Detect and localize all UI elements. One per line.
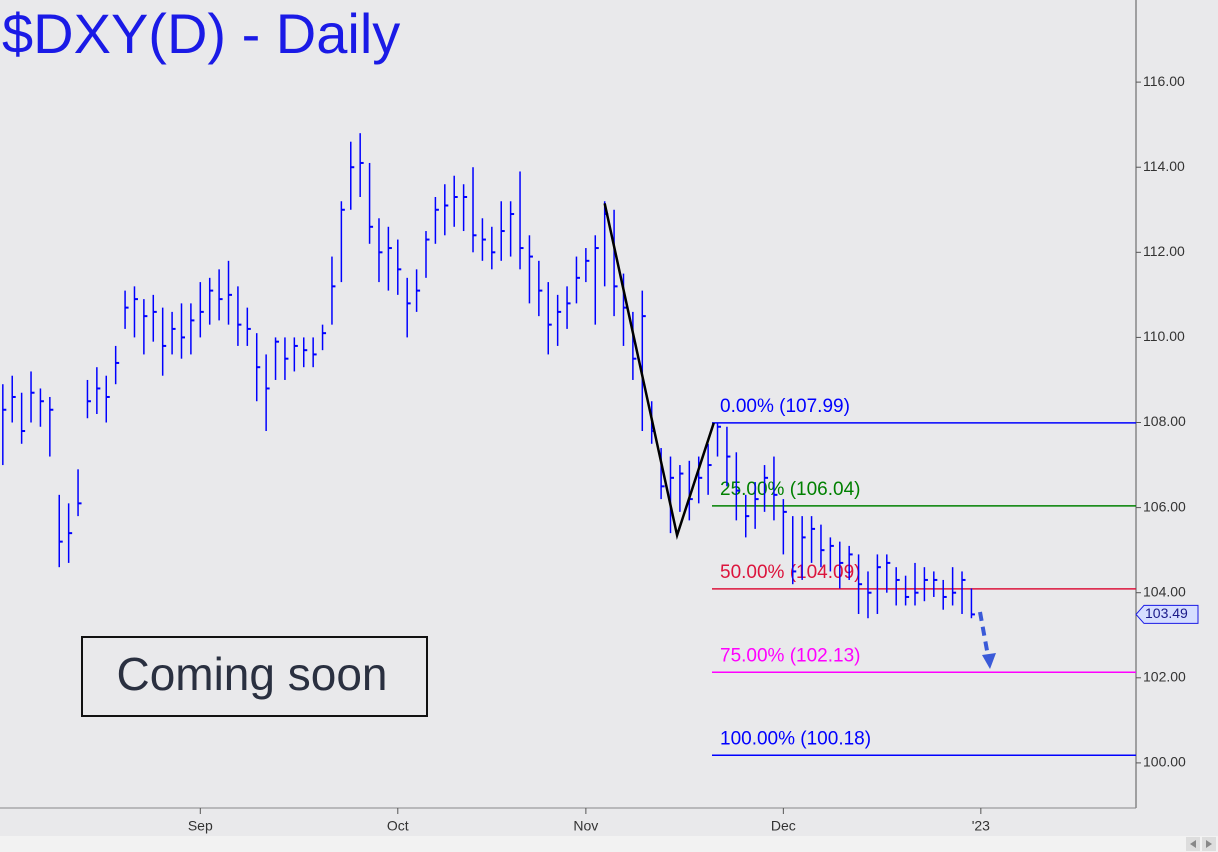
x-tick-label: '23 (972, 818, 990, 834)
y-tick-label: 112.00 (1143, 243, 1185, 259)
x-tick-label: Sep (188, 818, 213, 834)
y-tick-label: 114.00 (1143, 158, 1185, 174)
fib-label: 0.00% (107.99) (720, 396, 850, 417)
y-tick-label: 116.00 (1143, 73, 1185, 89)
fib-label: 50.00% (104.09) (720, 562, 861, 583)
y-tick-label: 102.00 (1143, 669, 1186, 685)
last-price-tag (1135, 604, 1199, 624)
y-tick-label: 106.00 (1143, 498, 1186, 514)
fib-label: 100.00% (100.18) (720, 728, 871, 749)
x-tick-label: Nov (573, 818, 598, 834)
scroll-right-icon (1206, 840, 1212, 848)
target-arrow (978, 611, 996, 669)
pivot-line (603, 203, 715, 541)
x-tick-label: Dec (771, 818, 796, 834)
chart-title: $DXY(D) - Daily (2, 2, 400, 65)
arrow-shaft (978, 611, 990, 657)
fib-label: 25.00% (106.04) (720, 479, 861, 500)
arrow-head (982, 653, 996, 669)
y-tick-label: 108.00 (1143, 413, 1186, 429)
last-price-label: 103.49 (1145, 605, 1188, 621)
scroll-left-icon (1190, 840, 1196, 848)
y-tick-label: 110.00 (1143, 328, 1185, 344)
scrollbar-track[interactable] (0, 836, 1218, 852)
x-tick-label: Oct (387, 818, 409, 834)
y-tick-label: 104.00 (1143, 583, 1186, 599)
fib-label: 75.00% (102.13) (720, 645, 861, 666)
scrollbar[interactable] (0, 836, 1218, 852)
annotation-text: Coming soon (116, 648, 387, 700)
annotation-box (81, 636, 428, 717)
y-tick-label: 100.00 (1143, 754, 1186, 770)
